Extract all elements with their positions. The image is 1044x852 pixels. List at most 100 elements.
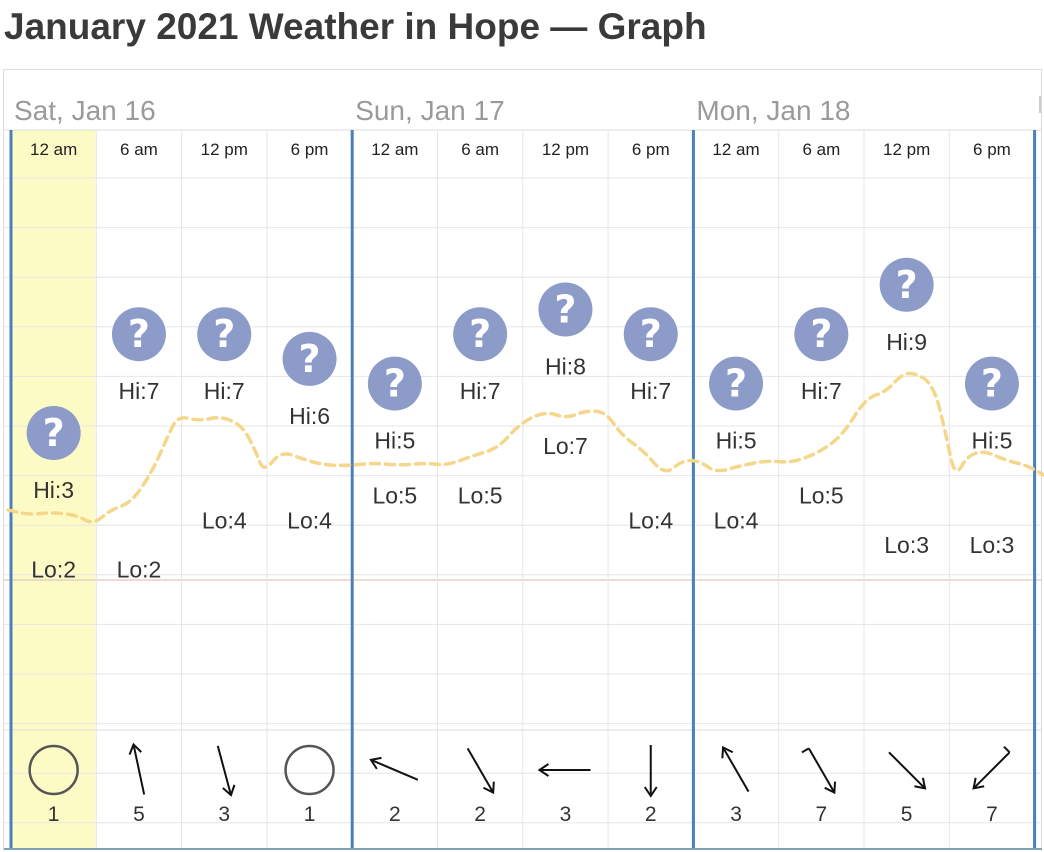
time-label: 12 am [371,140,418,159]
high-temp-label: Hi:8 [545,354,586,380]
wind-arrow-icon [216,745,236,797]
wind-speed-label: 3 [218,803,230,826]
wind-arrow-icon [801,747,837,795]
wind-arrow-head [483,781,495,795]
wind-arrow-icon [466,747,495,795]
wind-arrow-shaft [216,745,232,795]
wind-arrow-shaft [722,747,750,793]
wind-speed-label: 7 [986,803,998,826]
wind-speed-label: 5 [133,803,145,826]
question-mark-glyph: ? [213,312,235,356]
question-icon-circle [367,356,422,411]
low-temp-label: Lo:2 [117,557,162,583]
wind-arrow-shaft [973,751,1011,789]
high-temp-label: Hi:5 [716,428,757,454]
question-icon: ? [879,257,934,312]
low-temp-label: Lo:5 [799,483,844,509]
question-icon-circle [964,356,1019,411]
wind-arrow-shaft [888,751,926,789]
wind-arrow-head [222,784,236,797]
high-temp-label: Hi:5 [374,428,415,454]
time-label: 12 am [712,140,759,159]
wind-arrow-head [128,742,142,755]
question-mark-glyph: ? [981,362,1003,406]
wind-arrow-shaft [132,745,146,795]
wind-speed-label: 5 [901,803,913,826]
question-icon-circle [538,282,593,337]
wind-arrow-icon [888,751,927,790]
high-temp-label: Hi:5 [971,428,1012,454]
wind-arrow-head [914,777,927,790]
time-label: 6 pm [291,140,329,159]
low-temp-label: Lo:3 [970,532,1015,558]
question-icon-circle [709,356,764,411]
question-icon: ? [794,307,849,362]
question-icon-circle [111,307,166,362]
weather-graph: Sat, Jan 16 Sun, Jan 17 Mon, Jan 18 12 am 6 … [0,68,1044,852]
question-mark-glyph: ? [810,312,832,356]
day-label: Sun, Jan 17 [355,95,504,126]
low-temp-label: Lo:5 [458,483,503,509]
question-icon: ? [111,307,166,362]
wind-arrow-icon [721,745,750,793]
calm-wind-circle-icon [28,744,79,796]
question-mark-glyph: ? [554,288,576,332]
question-icon-circle [879,257,934,312]
question-mark-glyph: ? [469,312,491,356]
wind-speed-label: 1 [48,803,60,826]
time-label: 6 am [802,140,840,159]
low-temp-label: Lo:2 [31,557,76,583]
temperature-line [6,371,1044,524]
question-mark-glyph: ? [640,312,662,356]
high-temp-label: Hi:7 [204,378,245,404]
question-icon-circle [794,307,849,362]
high-temp-label: Hi:6 [289,403,330,429]
question-mark-glyph: ? [43,411,65,455]
wind-arrow-barb [801,747,810,754]
question-icon: ? [282,331,337,386]
wind-arrow-shaft [371,759,419,781]
question-mark-glyph: ? [384,362,406,406]
low-temp-label: Lo:4 [628,507,673,533]
wind-arrow-barb [1003,745,1011,754]
high-temp-label: Hi:7 [801,378,842,404]
wind-speed-label: 3 [730,803,742,826]
time-label: 12 pm [201,140,248,159]
day-label: Sat, Jan 16 [14,95,156,126]
low-temp-label: Lo:4 [287,507,332,533]
wind-speed-label: 2 [645,803,657,826]
question-icon: ? [26,406,81,460]
wind-speed-label: 1 [304,803,316,826]
low-temp-label: Lo:4 [714,507,759,533]
question-icon: ? [197,307,252,362]
wind-speed-label: 2 [474,803,486,826]
high-temp-label: Hi:7 [460,378,501,404]
wind-arrow-head [972,777,985,790]
wind-arrow-head [369,756,382,770]
question-mark-glyph: ? [299,337,321,381]
time-label: 6 pm [632,140,670,159]
question-icon: ? [453,307,508,362]
low-temp-label: Lo:5 [372,483,417,509]
wind-arrow-icon [643,745,658,798]
wind-arrow-head [643,786,658,798]
wind-arrow-head [721,745,734,759]
low-temp-label: Lo:4 [202,507,247,533]
time-label: 6 am [120,140,158,159]
wind-arrow-head [537,763,550,777]
question-icon-circle [282,331,337,386]
high-temp-label: Hi:7 [630,378,671,404]
question-mark-glyph: ? [128,312,150,356]
question-icon: ? [367,356,422,411]
wind-arrow-icon [972,745,1011,790]
time-label: 6 am [461,140,499,159]
low-temp-label: Lo:3 [884,532,929,558]
question-icon: ? [623,307,678,362]
question-mark-glyph: ? [896,263,918,307]
wind-arrow-shaft [807,747,835,793]
question-icon: ? [964,356,1019,411]
wind-arrow-shaft [466,747,494,793]
day-label: Mon, Jan 18 [696,95,850,126]
wind-speed-label: 7 [816,803,828,826]
time-label: 12 am [30,140,77,159]
